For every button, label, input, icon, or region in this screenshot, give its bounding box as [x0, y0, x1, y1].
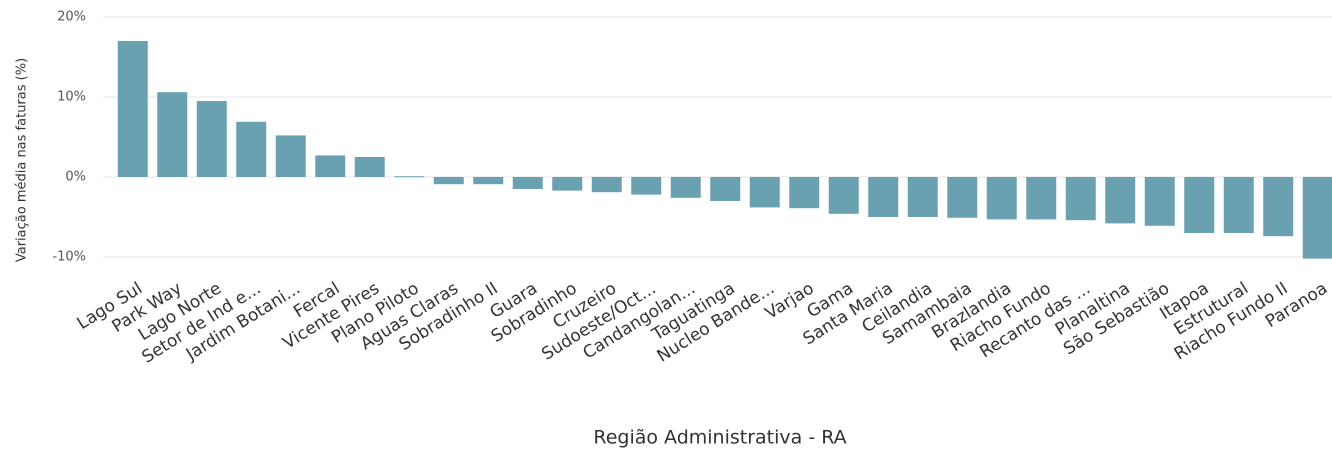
y-tick-label: 0% [65, 170, 86, 185]
bar [986, 177, 1017, 220]
bar [591, 177, 622, 193]
bar [1026, 177, 1057, 220]
bar [354, 157, 385, 177]
bar [433, 177, 464, 185]
bar [196, 101, 227, 177]
y-tick-label: -10% [52, 250, 86, 265]
bar [1105, 177, 1136, 224]
bar [236, 121, 267, 177]
bar [473, 177, 504, 185]
bar [710, 177, 741, 201]
bar [670, 177, 701, 198]
y-tick-label: 10% [57, 90, 86, 105]
bar [947, 177, 978, 218]
y-tick-label: 20% [57, 10, 86, 25]
bar [275, 135, 306, 177]
bar [117, 41, 148, 177]
bar [631, 177, 662, 195]
bar [394, 176, 425, 178]
bar [512, 177, 543, 189]
bar [315, 155, 346, 177]
bar [868, 177, 899, 217]
bar [1184, 177, 1215, 233]
bar [552, 177, 583, 191]
y-axis-title: Variação média nas faturas (%) [15, 58, 30, 262]
bar [1065, 177, 1096, 221]
bar [789, 177, 820, 209]
x-axis-title: Região Administrativa - RA [593, 427, 846, 449]
bar [1223, 177, 1254, 233]
bar [749, 177, 780, 208]
bar [907, 177, 938, 217]
bar [1144, 177, 1175, 226]
bar [828, 177, 859, 214]
bar [1263, 177, 1294, 237]
bar [1302, 177, 1332, 259]
bar [157, 92, 188, 177]
